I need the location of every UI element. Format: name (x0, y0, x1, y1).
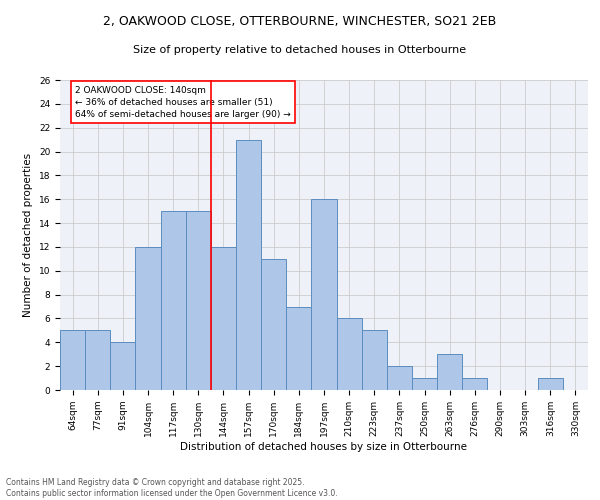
Bar (412, 378, 437, 390)
Bar (261, 259, 286, 390)
Bar (286, 306, 311, 390)
Bar (186, 211, 211, 390)
Bar (161, 211, 186, 390)
Bar (437, 354, 462, 390)
Bar (85, 330, 110, 390)
Bar (311, 199, 337, 390)
Bar (462, 378, 487, 390)
Bar (387, 366, 412, 390)
Bar (337, 318, 362, 390)
Text: Contains HM Land Registry data © Crown copyright and database right 2025.
Contai: Contains HM Land Registry data © Crown c… (6, 478, 338, 498)
Bar (136, 247, 161, 390)
Y-axis label: Number of detached properties: Number of detached properties (23, 153, 33, 317)
Text: Size of property relative to detached houses in Otterbourne: Size of property relative to detached ho… (133, 45, 467, 55)
Bar (362, 330, 387, 390)
Bar (211, 247, 236, 390)
Bar (60, 330, 85, 390)
Bar (538, 378, 563, 390)
Bar (236, 140, 261, 390)
X-axis label: Distribution of detached houses by size in Otterbourne: Distribution of detached houses by size … (181, 442, 467, 452)
Text: 2, OAKWOOD CLOSE, OTTERBOURNE, WINCHESTER, SO21 2EB: 2, OAKWOOD CLOSE, OTTERBOURNE, WINCHESTE… (103, 15, 497, 28)
Text: 2 OAKWOOD CLOSE: 140sqm
← 36% of detached houses are smaller (51)
64% of semi-de: 2 OAKWOOD CLOSE: 140sqm ← 36% of detache… (75, 86, 291, 118)
Bar (110, 342, 136, 390)
